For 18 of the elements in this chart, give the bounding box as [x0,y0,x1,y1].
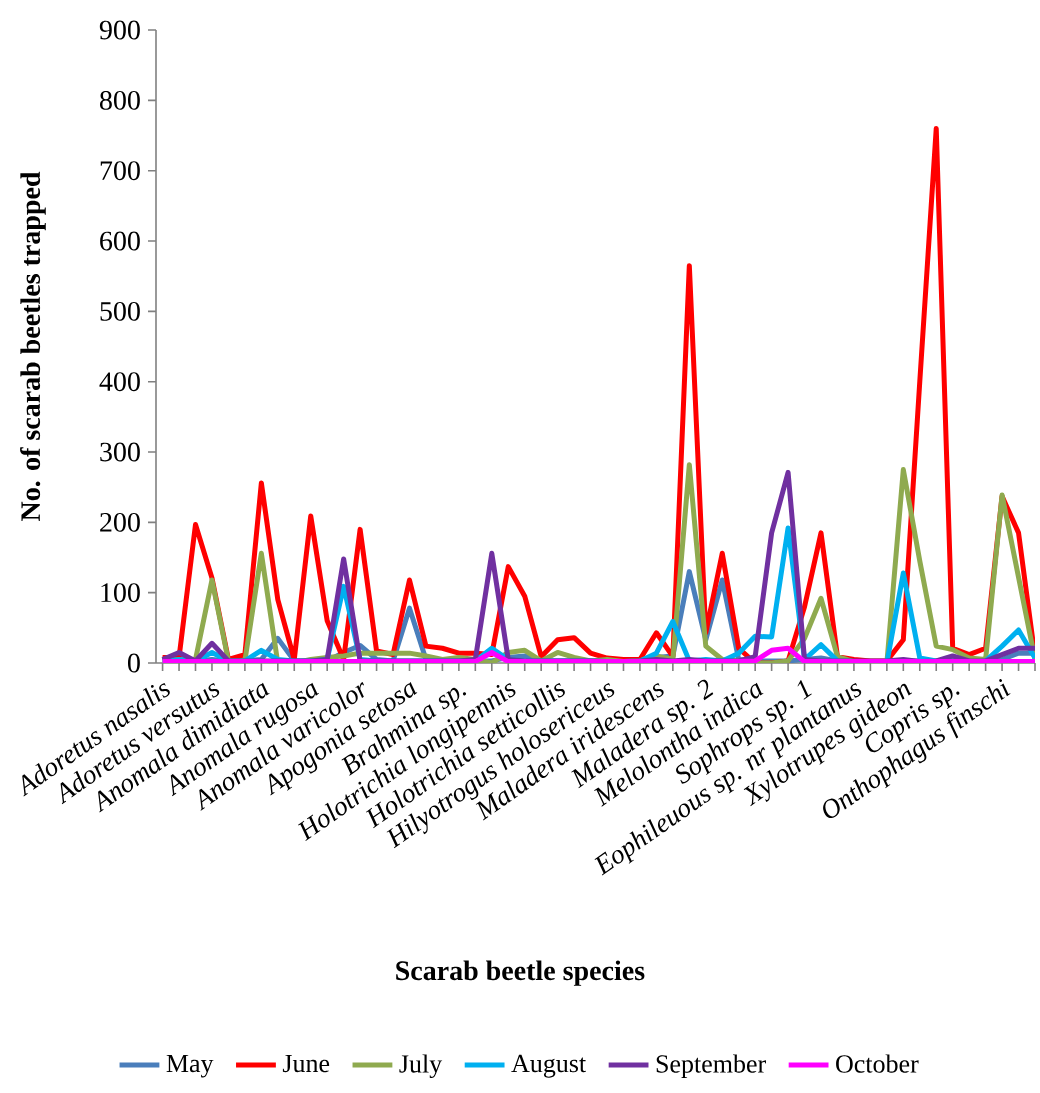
y-axis-title: No. of scarab beetles trapped [20,171,46,521]
y-tick-label: 200 [100,512,140,532]
x-axis-title: Scarab beetle species [396,960,645,986]
y-tick-label: 800 [100,90,140,110]
legend-label: September [656,1054,766,1078]
y-tick-label: 700 [100,161,140,181]
legend-label: May [166,1054,214,1078]
legend-label: October [836,1054,919,1073]
y-tick-label: 300 [100,442,140,462]
y-tick-label: 0 [128,653,140,673]
legend-label: July [399,1054,443,1079]
y-tick-label: 900 [99,20,140,40]
legend-label: August [511,1054,586,1078]
y-tick-label: 100 [101,583,140,603]
legend-label: June [282,1054,330,1073]
y-tick-label: 400 [99,372,140,392]
y-tick-label: 600 [100,231,140,251]
y-tick-label: 500 [100,301,140,321]
